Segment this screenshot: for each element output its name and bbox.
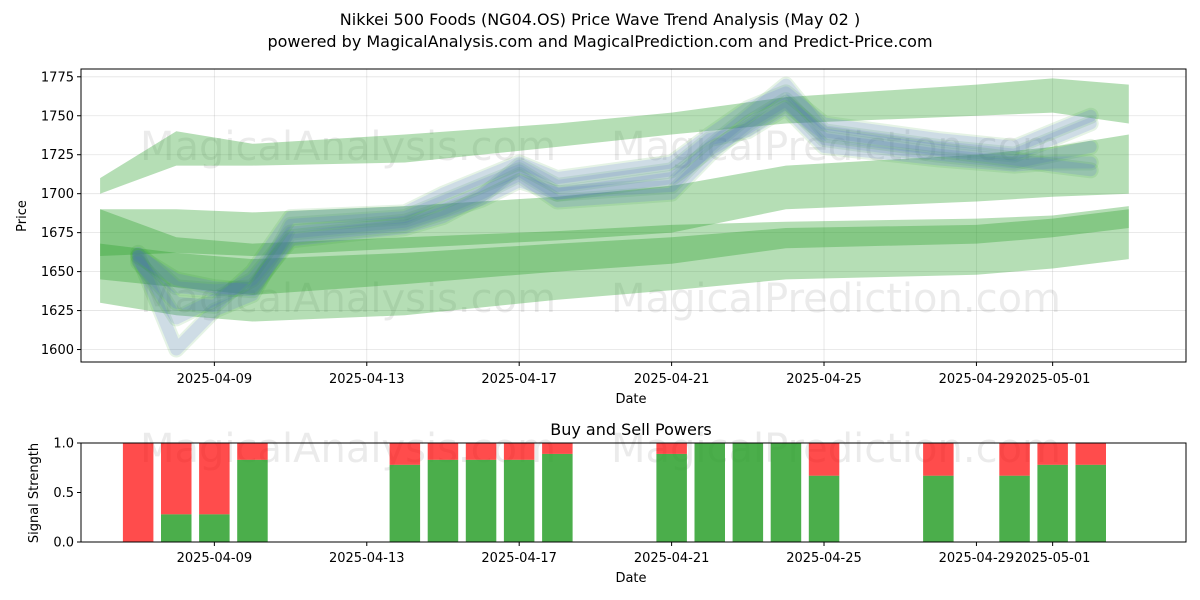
trend-band-upper <box>100 78 1129 194</box>
signal-x-tick-label: 2025-05-01 <box>1015 551 1091 566</box>
chart-title: Nikkei 500 Foods (NG04.OS) Price Wave Tr… <box>340 10 860 29</box>
buy-bar <box>1075 464 1106 542</box>
buy-bar <box>542 453 573 542</box>
sell-bar <box>122 443 154 542</box>
signal-x-tick-label: 2025-04-17 <box>481 551 557 566</box>
signal-x-tick-label: 2025-04-25 <box>786 551 862 566</box>
sell-bar <box>465 443 497 460</box>
signal-x-tick-label: 2025-04-21 <box>634 551 710 566</box>
sell-bar <box>808 443 840 476</box>
price-y-ticks: 1600 1625 1650 1675 1700 1725 1750 1775 <box>41 70 81 358</box>
buy-bar <box>427 459 459 542</box>
price-y-tick-label: 1675 <box>41 226 74 241</box>
buy-bar <box>503 459 535 542</box>
signal-panel: Buy and Sell Powers MagicalAnalysis.com … <box>27 420 1187 586</box>
wave-path-1 <box>132 78 1097 356</box>
wave-path-4-shadow <box>130 84 1099 314</box>
watermark-top-left: MagicalAnalysis.com <box>140 124 556 170</box>
sell-bar <box>923 443 954 476</box>
signal-x-label: Date <box>615 571 646 586</box>
signal-y-tick-label: 0.5 <box>53 486 74 501</box>
watermark-mid-left: MagicalAnalysis.com <box>140 276 556 322</box>
buy-bar <box>161 514 192 542</box>
price-y-label: Price <box>15 200 30 232</box>
price-y-tick-label: 1625 <box>41 304 74 319</box>
signal-y-label: Signal Strength <box>27 443 42 543</box>
sell-bar <box>503 443 535 460</box>
signal-x-tick-label: 2025-04-09 <box>177 551 253 566</box>
buy-bar <box>389 464 421 542</box>
price-plot-area <box>81 69 1186 362</box>
price-x-tick-label: 2025-04-25 <box>786 372 862 387</box>
sell-bar <box>542 443 573 454</box>
watermark-mid-right: MagicalPrediction.com <box>611 276 1061 322</box>
sell-bar <box>1075 443 1106 465</box>
buy-bar <box>923 475 954 542</box>
buy-bar <box>999 475 1030 542</box>
price-y-tick-label: 1650 <box>41 265 74 280</box>
buy-bar <box>732 443 764 542</box>
signal-y-ticks: 0.0 0.5 1.0 <box>53 437 81 551</box>
signal-bars <box>122 443 1106 542</box>
price-y-tick-label: 1750 <box>41 109 74 124</box>
price-x-tick-label: 2025-04-21 <box>634 372 710 387</box>
signal-x-ticks: 2025-04-09 2025-04-13 2025-04-17 2025-04-21… <box>177 542 1091 566</box>
sell-bar <box>1037 443 1068 465</box>
price-x-ticks: 2025-04-09 2025-04-13 2025-04-17 2025-04-21… <box>177 362 1091 387</box>
trend-bands <box>100 78 1129 322</box>
watermark-top-right: MagicalPrediction.com <box>611 124 1061 170</box>
signal-title: Buy and Sell Powers <box>550 420 712 439</box>
signal-x-tick-label: 2025-04-13 <box>329 551 405 566</box>
wave-paths <box>130 76 1099 358</box>
price-x-tick-label: 2025-04-29 <box>939 372 1015 387</box>
buy-bar <box>694 443 725 542</box>
signal-y-tick-label: 1.0 <box>53 437 74 452</box>
price-x-tick-label: 2025-04-09 <box>177 372 253 387</box>
price-y-tick-label: 1725 <box>41 148 74 163</box>
sell-bar <box>237 443 268 460</box>
price-panel: MagicalAnalysis.com MagicalPrediction.co… <box>15 68 1187 407</box>
buy-bar <box>656 453 687 542</box>
price-x-tick-label: 2025-04-13 <box>329 372 405 387</box>
wave-path-2-shadow <box>130 92 1099 327</box>
sell-bar <box>999 443 1030 476</box>
buy-bar <box>237 459 268 542</box>
wave-path-5 <box>132 97 1097 297</box>
wave-path-3 <box>132 102 1097 297</box>
wave-path-3-shadow <box>130 100 1099 299</box>
sell-bar <box>656 443 687 454</box>
trend-band-middle <box>100 134 1129 256</box>
wave-path-4 <box>132 86 1097 312</box>
trend-band-core <box>100 209 1129 295</box>
sell-bar <box>389 443 421 465</box>
buy-bar <box>199 514 230 542</box>
trend-band-lower <box>100 206 1129 322</box>
chart-subtitle: powered by MagicalAnalysis.com and Magic… <box>267 32 932 51</box>
sell-bar <box>427 443 459 460</box>
sell-bar <box>161 443 192 515</box>
sell-bar <box>199 443 230 515</box>
price-x-label: Date <box>615 392 646 407</box>
buy-bar <box>465 459 497 542</box>
price-x-tick-label: 2025-05-01 <box>1015 372 1091 387</box>
price-y-tick-label: 1700 <box>41 187 74 202</box>
signal-x-tick-label: 2025-04-29 <box>939 551 1015 566</box>
buy-bar <box>808 475 840 542</box>
buy-bar <box>1037 464 1068 542</box>
wave-path-2 <box>132 94 1097 325</box>
price-axes-frame <box>80 68 1187 363</box>
price-x-tick-label: 2025-04-17 <box>481 372 557 387</box>
price-grid <box>81 69 1186 362</box>
price-y-tick-label: 1600 <box>41 343 74 358</box>
price-y-tick-label: 1775 <box>41 70 74 85</box>
wave-path-5-shadow <box>130 95 1099 299</box>
wave-path-1-shadow <box>130 76 1099 358</box>
signal-y-tick-label: 0.0 <box>53 536 74 551</box>
buy-bar <box>770 443 802 542</box>
